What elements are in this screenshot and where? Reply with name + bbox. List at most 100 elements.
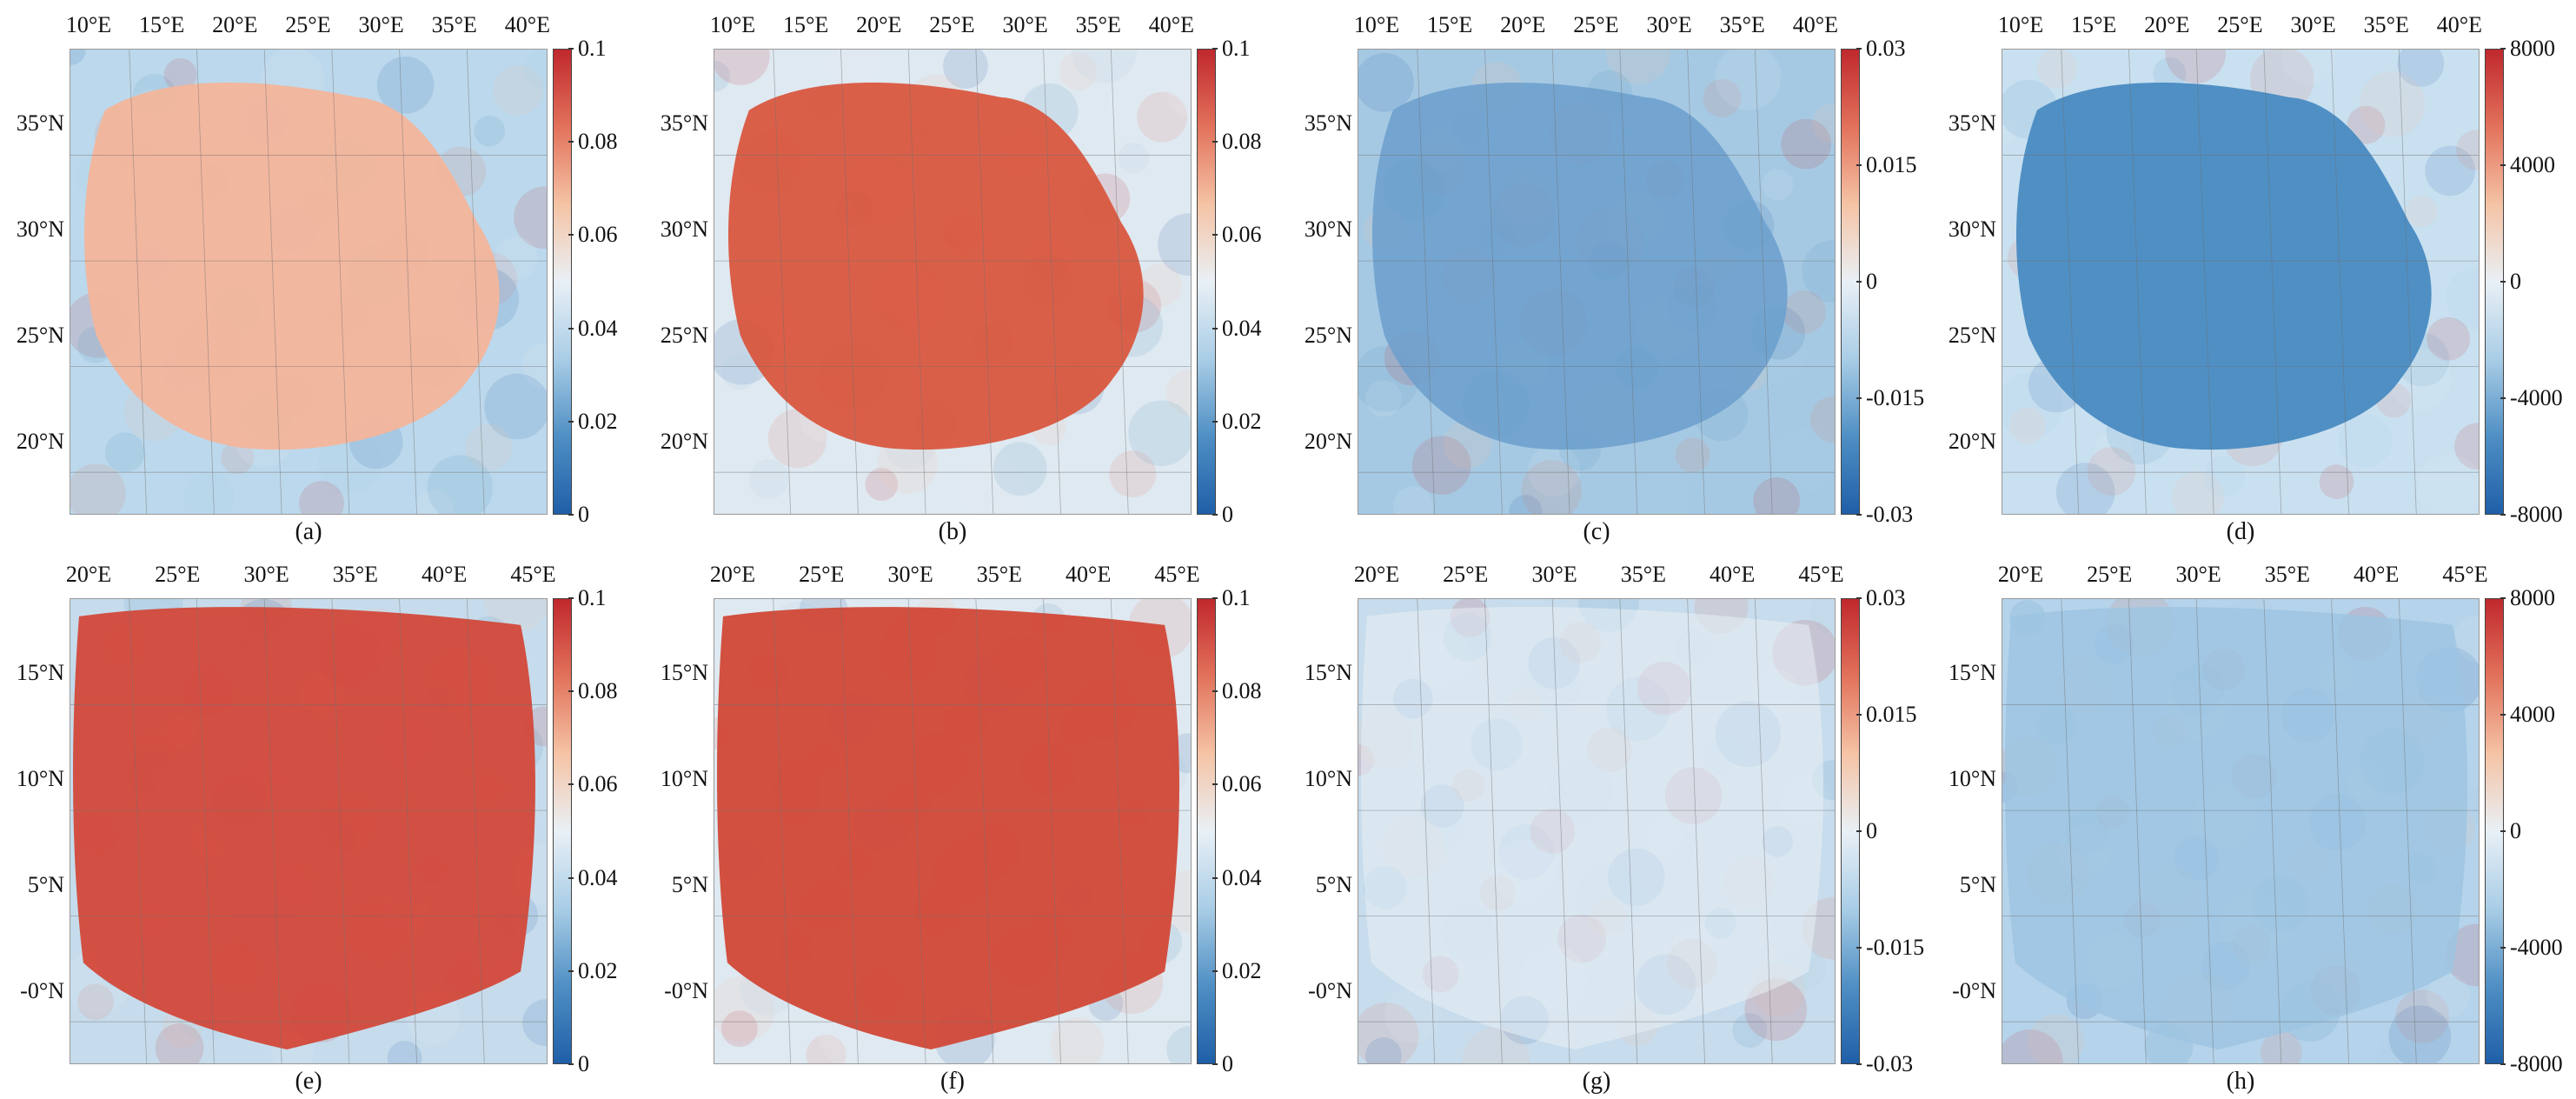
colorbar-tick-mark: [1856, 597, 1862, 599]
meridian-line: [1043, 599, 1061, 1063]
texture-patch: [1810, 396, 1835, 443]
texture-patch: [2406, 196, 2438, 228]
longitude-tick-label: 45°E: [2442, 562, 2488, 587]
longitude-tick-label: 25°E: [2087, 562, 2133, 587]
map-panel-d: 10°E 15°E 20°E 25°E 30°E 35°E 40°E 35°N 30°N 25°N…: [1932, 0, 2576, 550]
meridian-line: [2398, 599, 2417, 1063]
map-panel-b: 10°E 15°E 20°E 25°E 30°E 35°E 40°E 35°N 30°N 25°N…: [644, 0, 1288, 550]
meridian-line: [1619, 50, 1638, 514]
texture-patch: [2055, 463, 2115, 514]
texture-patch: [1802, 240, 1835, 303]
texture-patch: [1364, 1037, 1402, 1063]
texture-patch: [2376, 1040, 2412, 1063]
colorbar-tick-label: 0: [578, 502, 589, 527]
colorbar-tick-mark: [1212, 234, 1218, 236]
mare-region: [717, 607, 1179, 1050]
longitude-tick-label: 15°E: [2071, 12, 2117, 37]
colorbar-tick-mark: [1856, 830, 1862, 832]
colorbar-tick-label: -4000: [2510, 935, 2563, 960]
texture-patch: [1384, 987, 1440, 1043]
colorbar-tick-mark: [568, 876, 574, 879]
longitude-tick-label: 20°E: [2144, 12, 2190, 37]
texture-patch: [2094, 431, 2134, 472]
colorbar-tick-mark: [1856, 714, 1862, 716]
colorbar-tick-label: -0.015: [1866, 385, 1925, 410]
meridian-line: [129, 599, 148, 1063]
colorbar-tick-label: 0.02: [578, 957, 618, 983]
texture-patch: [2427, 974, 2471, 1018]
texture-patch: [2002, 372, 2063, 439]
meridian-line: [2128, 599, 2147, 1063]
texture-patch: [1118, 142, 1150, 174]
map-panel-a: 10°E 15°E 20°E 25°E 30°E 35°E 40°E 35°N 30°N 25°N…: [0, 0, 644, 550]
map-canvas: [714, 599, 1191, 1063]
texture-patch: [183, 472, 236, 514]
latitude-tick-label: 20°N: [1304, 429, 1352, 455]
colorbar-tick-mark: [2500, 597, 2506, 599]
colorbar-tick-mark: [2500, 48, 2506, 50]
texture-patch: [465, 423, 513, 471]
colorbar: [553, 49, 572, 515]
texture-patch: [1059, 51, 1098, 90]
meridian-line: [2061, 599, 2080, 1063]
colorbar-tick-mark: [1856, 397, 1862, 399]
meridian-line: [331, 50, 350, 514]
meridian-line: [975, 599, 994, 1063]
texture-patch: [1139, 263, 1183, 307]
texture-patch: [1364, 380, 1402, 417]
texture-patch: [493, 64, 544, 116]
texture-patch: [415, 490, 454, 514]
longitude-tick-label: 15°E: [1427, 12, 1473, 37]
meridian-line: [2398, 50, 2417, 514]
texture-patch: [1166, 1026, 1191, 1063]
texture-patch: [2153, 57, 2187, 90]
texture-patch: [1637, 469, 1691, 514]
latitude-tick-label: 30°N: [660, 216, 708, 242]
map-area: [70, 598, 548, 1064]
mare-region: [1372, 82, 1788, 450]
texture-patch: [1810, 599, 1835, 636]
latitude-tick-label: -0°N: [1308, 978, 1352, 1004]
latitude-tick-label: 5°N: [671, 872, 708, 898]
longitude-tick-label: 25°E: [2217, 12, 2263, 37]
meridian-line: [196, 599, 215, 1063]
colorbar-tick-label: 4000: [2510, 702, 2555, 727]
longitude-tick-label: 25°E: [1573, 12, 1619, 37]
map-canvas: [70, 50, 547, 514]
latitude-tick-label: -0°N: [20, 978, 64, 1004]
longitude-tick-label: 45°E: [1798, 562, 1844, 587]
latitude-tick-label: -0°N: [664, 978, 708, 1004]
colorbar-tick-label: -4000: [2510, 385, 2563, 410]
panel-caption: (e): [295, 1068, 322, 1095]
texture-patch: [2203, 456, 2245, 498]
latitude-tick-label: 10°N: [1304, 765, 1352, 791]
texture-patch: [2319, 464, 2354, 500]
colorbar-tick-mark: [1212, 783, 1218, 786]
colorbar-tick-mark: [568, 48, 574, 50]
colorbar-tick-label: 4000: [2510, 152, 2555, 177]
longitude-tick-label: 40°E: [1792, 12, 1839, 37]
meridian-line: [773, 599, 792, 1063]
longitude-tick-label: 30°E: [243, 562, 289, 587]
meridian-line: [2331, 50, 2349, 514]
colorbar-tick-mark: [1856, 514, 1862, 516]
texture-patch: [2028, 1014, 2084, 1063]
mare-region: [73, 607, 535, 1050]
meridian-line: [773, 50, 792, 514]
longitude-tick-label: 25°E: [929, 12, 975, 37]
texture-patch: [70, 463, 126, 514]
latitude-tick-label: 30°N: [1304, 216, 1352, 242]
texture-patch: [1675, 437, 1710, 473]
latitude-tick-label: 20°N: [1948, 429, 1996, 455]
texture-patch: [714, 60, 730, 92]
texture-patch: [163, 57, 197, 91]
meridian-line: [2061, 50, 2080, 514]
colorbar-tick-mark: [2500, 164, 2506, 166]
mare-region: [728, 82, 1144, 450]
map-panel-h: 20°E 25°E 30°E 35°E 40°E 45°E 15°N 10°N 5°N -0°N 8…: [1932, 550, 2576, 1099]
longitude-tick-label: 45°E: [1154, 562, 1200, 587]
texture-patch: [2388, 1005, 2452, 1063]
texture-patch: [514, 186, 547, 250]
colorbar-tick-mark: [1212, 690, 1218, 693]
colorbar-tick-label: 0.06: [1222, 771, 1262, 797]
